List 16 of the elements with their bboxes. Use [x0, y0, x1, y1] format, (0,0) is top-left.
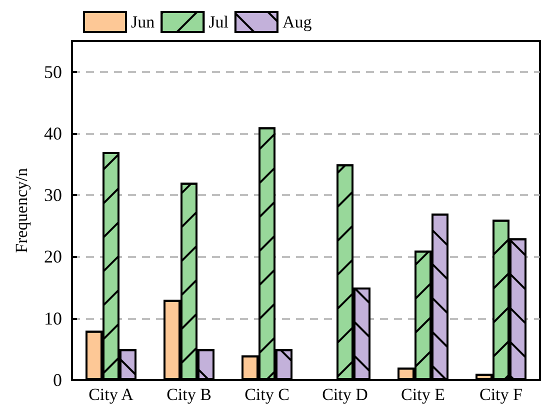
y-axis-title: Frequency/n	[12, 168, 31, 253]
y-tick-label: 0	[53, 370, 62, 390]
y-tick-label: 10	[44, 308, 62, 328]
x-tick-label: City A	[88, 385, 134, 404]
legend-label: Jun	[131, 12, 156, 32]
y-tick-label: 30	[44, 185, 62, 206]
y-tick-label: 40	[44, 123, 62, 144]
x-tick-label: City C	[244, 385, 290, 404]
x-tick-label: City D	[322, 385, 368, 404]
y-tick-label: 20	[44, 246, 62, 267]
x-tick-label: City B	[166, 385, 212, 404]
x-tick-label: City E	[401, 385, 445, 404]
y-tick-label: 50	[44, 62, 62, 82]
legend-label: Aug	[282, 12, 312, 32]
x-tick-label: City F	[480, 385, 522, 404]
legend-label: Jul	[208, 12, 229, 32]
